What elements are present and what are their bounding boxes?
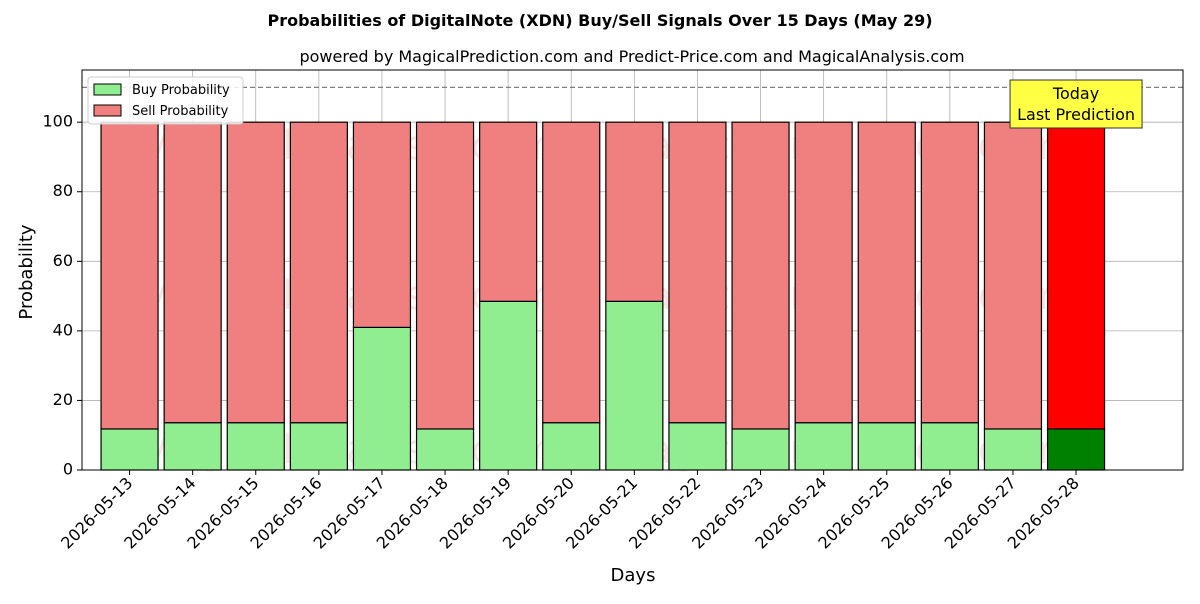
bars-layer bbox=[100, 121, 1106, 471]
buy-bar-2026-05-24 bbox=[794, 422, 853, 471]
buy-bar-2026-05-14 bbox=[163, 422, 222, 471]
buy-bar-2026-05-26 bbox=[920, 422, 979, 471]
sell-bar-2026-05-17 bbox=[352, 121, 412, 328]
sell-bar-2026-05-21 bbox=[605, 121, 664, 302]
y-tick-label: 20 bbox=[53, 390, 73, 409]
annotation-line2: Last Prediction bbox=[1017, 105, 1135, 124]
today-annotation: Today Last Prediction bbox=[1009, 79, 1143, 129]
y-tick-label: 100 bbox=[42, 112, 73, 131]
sell-bar-2026-05-13 bbox=[100, 121, 159, 430]
annotation-box bbox=[1009, 79, 1143, 129]
legend-swatch-1 bbox=[93, 104, 122, 117]
sell-bar-2026-05-27 bbox=[983, 121, 1043, 430]
chart-subtitle: powered by MagicalPrediction.com and Pre… bbox=[299, 47, 964, 66]
buy-bar-2026-05-16 bbox=[289, 422, 348, 471]
plot-frame bbox=[81, 69, 1184, 471]
buy-bar-2026-05-13 bbox=[100, 428, 159, 471]
legend-label-1: Sell Probability bbox=[132, 104, 229, 119]
legend-label-0: Buy Probability bbox=[132, 83, 230, 98]
sell-bar-2026-05-18 bbox=[415, 121, 475, 430]
legend-box bbox=[87, 76, 244, 125]
sell-bar-2026-05-24 bbox=[794, 121, 853, 424]
sell-bar-2026-05-25 bbox=[857, 121, 916, 424]
sell-bar-2026-05-16 bbox=[289, 121, 348, 424]
sell-bar-2026-05-26 bbox=[920, 121, 979, 424]
sell-bar-2026-05-28 bbox=[1046, 121, 1106, 430]
buy-bar-2026-05-22 bbox=[668, 422, 727, 471]
buy-bar-2026-05-21 bbox=[605, 300, 664, 471]
sell-bar-2026-05-14 bbox=[163, 121, 222, 424]
sell-bar-2026-05-19 bbox=[479, 121, 538, 302]
buy-bar-2026-05-20 bbox=[542, 422, 601, 471]
buy-bar-2026-05-17 bbox=[352, 326, 412, 471]
chart-title: Probabilities of DigitalNote (XDN) Buy/S… bbox=[267, 11, 932, 30]
y-tick-label: 80 bbox=[53, 181, 73, 200]
annotation-line1: Today bbox=[1052, 84, 1099, 103]
y-tick-label: 60 bbox=[53, 251, 73, 270]
legend: Buy Probability Sell Probability bbox=[87, 76, 244, 125]
sell-bar-2026-05-23 bbox=[731, 121, 790, 430]
sell-bar-2026-05-15 bbox=[226, 121, 285, 424]
legend-swatch-0 bbox=[93, 83, 122, 96]
y-tick-label: 40 bbox=[53, 320, 73, 339]
buy-bar-2026-05-25 bbox=[857, 422, 916, 471]
sell-bar-2026-05-20 bbox=[542, 121, 601, 424]
buy-bar-2026-05-18 bbox=[415, 428, 475, 471]
x-axis-label: Days bbox=[611, 565, 656, 586]
y-tick-label: 0 bbox=[63, 460, 73, 479]
y-axis-label: Probability bbox=[16, 224, 37, 319]
sell-bar-2026-05-22 bbox=[668, 121, 727, 424]
buy-bar-2026-05-15 bbox=[226, 422, 285, 471]
buy-bar-2026-05-19 bbox=[479, 300, 538, 471]
buy-bar-2026-05-27 bbox=[983, 428, 1043, 471]
buy-bar-2026-05-23 bbox=[731, 428, 790, 471]
buy-bar-2026-05-28 bbox=[1046, 428, 1106, 471]
